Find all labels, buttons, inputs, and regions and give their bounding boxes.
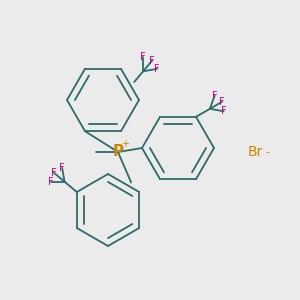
Text: P: P [112,145,124,160]
Text: F: F [149,56,155,66]
Text: +: + [121,139,129,149]
Text: F: F [59,163,65,173]
Text: F: F [219,97,225,107]
Text: F: F [154,64,160,74]
Text: F: F [221,106,226,116]
Text: F: F [51,168,57,178]
Text: F: F [212,91,218,101]
Text: Br: Br [248,145,263,159]
Text: F: F [48,177,53,187]
Text: F: F [140,52,146,62]
Text: -: - [265,147,269,157]
